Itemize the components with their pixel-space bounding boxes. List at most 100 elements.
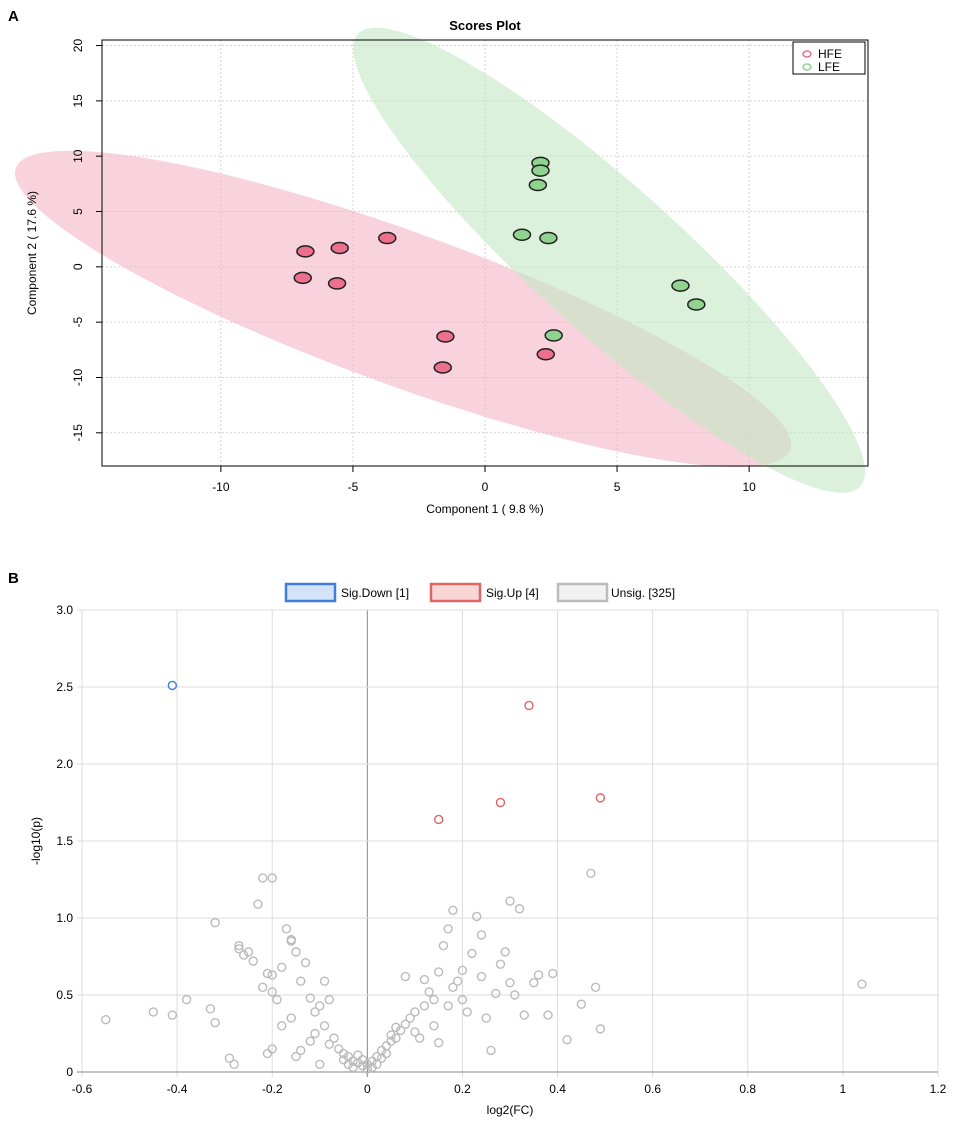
point-lfe [539,231,558,245]
point-unsig [505,977,515,988]
point-unsig [500,947,510,957]
point-unsig [305,1036,315,1046]
point-unsig [362,1064,373,1074]
point-unsig [234,944,244,954]
point-unsig [424,987,434,997]
y-tick-label: 3.0 [56,603,73,617]
y-axis-title: -log10(p) [29,817,43,865]
point-unsig [353,1050,363,1060]
point-unsig [405,1013,415,1023]
point-unsig [357,1061,368,1071]
legend-swatch-0 [284,582,337,603]
point-hfe [296,245,315,258]
point-unsig [281,924,292,934]
point-unsig [857,979,867,989]
point-unsig [101,1014,111,1025]
point-unsig [267,873,277,883]
legend-label-1: Sig.Up [4] [486,586,539,600]
point-unsig [457,965,468,976]
point-unsig [448,982,458,992]
volcano-plot: -0.6 -0.4 -0.2 0 0.2 0.4 0.6 0.8 1 1.2 0 0.5 1.0 1.5 2… [29,582,947,1117]
legend-box [792,41,866,75]
point-unsig [210,1018,220,1028]
point-unsig [291,1051,301,1062]
point-unsig [338,1048,349,1059]
point-unsig [548,968,558,979]
y-tick-label: -5 [71,316,85,327]
x-tick-label: 10 [742,480,756,494]
point-unsig [467,948,477,959]
point-unsig [443,1001,453,1011]
point-unsig [243,947,254,957]
point-unsig [381,1048,392,1059]
x-tick-label: -5 [348,480,359,494]
point-unsig [495,959,506,969]
point-unsig [457,994,468,1005]
point-unsig [148,1007,159,1017]
legend: Sig.Down [1] Sig.Up [4] Unsig. [325] [284,582,675,603]
point-unsig [324,994,334,1005]
point-unsig [410,1027,420,1037]
point-unsig [267,987,277,997]
ellipse-hfe [15,150,792,468]
x-tick-label: 0.2 [454,1082,471,1096]
ellipse-lfe [353,27,866,493]
point-unsig [433,967,444,977]
point-unsig [224,1053,235,1063]
point-hfe [433,361,452,374]
y-axis-title: Component 2 ( 17.6 %) [25,191,39,315]
point-sig-up [595,793,606,803]
point-unsig [258,873,268,883]
y-tick-label: 15 [71,94,85,108]
point-unsig [238,950,249,960]
point-unsig [438,941,449,951]
point-unsig [262,1048,273,1059]
point-unsig [562,1034,572,1045]
point-unsig [481,1013,491,1023]
point-unsig [391,1033,401,1043]
point-unsig [386,1036,396,1046]
point-unsig [576,999,587,1009]
point-sig-up [524,700,534,711]
point-unsig [391,1022,401,1033]
point-hfe [327,277,347,290]
point-unsig [277,962,287,972]
point-unsig [476,930,487,940]
point-unsig [253,899,263,909]
x-tick-label: 1 [840,1082,847,1096]
point-lfe [512,228,532,241]
y-tick-label: 2.0 [56,757,73,771]
point-unsig [362,1059,373,1069]
point-unsig [452,976,463,986]
point-unsig [595,1024,606,1034]
x-tick-label: 0 [482,480,489,494]
legend-swatch-1 [429,582,482,603]
point-unsig [267,970,277,980]
y-tick-label: 10 [71,149,85,163]
point-unsig [419,974,430,985]
x-tick-label: 0 [364,1082,371,1096]
point-unsig [448,905,458,915]
x-tick-label: -0.2 [262,1082,283,1096]
point-unsig [229,1059,239,1069]
point-lfe [531,164,550,177]
legend-marker-hfe [802,50,812,58]
point-unsig [181,994,192,1005]
point-unsig [410,1007,420,1017]
y-tick-label: 2.5 [56,680,73,694]
point-hfe [436,330,455,343]
point-unsig [400,1019,411,1029]
scores-plot-title: Scores Plot [449,18,521,33]
point-unsig [505,896,515,906]
legend-swatch-2 [556,582,609,603]
x-tick-label: -0.4 [167,1082,188,1096]
point-unsig [519,1010,529,1020]
point-unsig [414,1033,425,1043]
point-unsig [386,1030,396,1040]
point-unsig [277,1021,287,1031]
point-unsig [310,1007,320,1017]
point-unsig [234,941,244,951]
point-unsig [315,1059,325,1069]
point-unsig [367,1062,377,1073]
point-unsig [248,956,258,966]
